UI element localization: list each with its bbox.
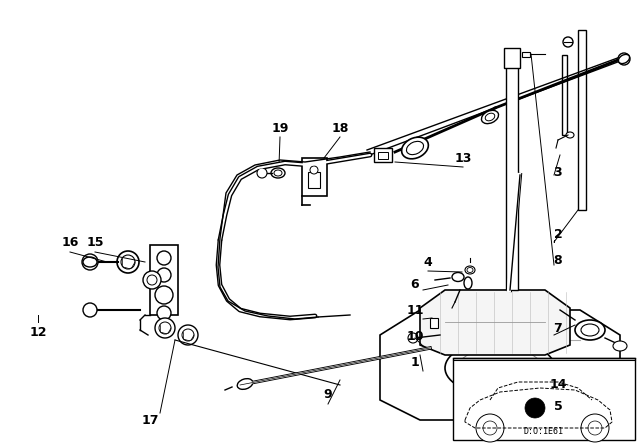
Ellipse shape xyxy=(178,325,198,345)
Circle shape xyxy=(618,53,630,65)
Polygon shape xyxy=(420,290,570,355)
Ellipse shape xyxy=(274,170,282,176)
Text: 7: 7 xyxy=(554,322,563,335)
Circle shape xyxy=(82,254,98,270)
Text: 2: 2 xyxy=(554,228,563,241)
Text: 11: 11 xyxy=(406,303,424,316)
Text: 18: 18 xyxy=(332,121,349,134)
Bar xyxy=(150,245,178,315)
Circle shape xyxy=(408,333,418,343)
Circle shape xyxy=(606,376,614,384)
Ellipse shape xyxy=(467,267,473,272)
Bar xyxy=(308,172,320,188)
Text: 5: 5 xyxy=(554,401,563,414)
Bar xyxy=(378,152,388,159)
Text: 17: 17 xyxy=(141,414,159,426)
Ellipse shape xyxy=(155,318,175,338)
Bar xyxy=(430,318,438,328)
Circle shape xyxy=(157,251,171,265)
Text: 16: 16 xyxy=(61,237,79,250)
Ellipse shape xyxy=(121,255,135,269)
Ellipse shape xyxy=(147,275,157,285)
Ellipse shape xyxy=(237,379,253,389)
Circle shape xyxy=(310,166,318,174)
Ellipse shape xyxy=(465,266,475,274)
Bar xyxy=(562,55,567,135)
Polygon shape xyxy=(380,310,620,420)
Text: 8: 8 xyxy=(554,254,563,267)
Ellipse shape xyxy=(618,54,630,64)
Circle shape xyxy=(83,303,97,317)
Text: 15: 15 xyxy=(86,237,104,250)
Circle shape xyxy=(483,421,497,435)
Text: 3: 3 xyxy=(554,165,563,178)
Ellipse shape xyxy=(458,348,543,388)
Bar xyxy=(522,52,530,57)
Ellipse shape xyxy=(575,320,605,340)
Circle shape xyxy=(603,373,617,387)
Text: 9: 9 xyxy=(324,388,332,401)
Ellipse shape xyxy=(402,137,428,159)
Text: 10: 10 xyxy=(406,331,424,344)
Bar xyxy=(504,48,520,68)
Text: 12: 12 xyxy=(29,326,47,339)
Ellipse shape xyxy=(117,251,139,273)
Bar xyxy=(302,158,327,196)
Ellipse shape xyxy=(481,110,499,124)
Circle shape xyxy=(157,268,171,282)
Circle shape xyxy=(157,306,171,320)
Ellipse shape xyxy=(445,340,555,396)
Ellipse shape xyxy=(83,257,97,267)
Ellipse shape xyxy=(566,132,574,138)
Ellipse shape xyxy=(182,329,194,341)
Ellipse shape xyxy=(581,324,599,336)
Ellipse shape xyxy=(159,322,171,334)
Ellipse shape xyxy=(452,272,464,281)
Text: 6: 6 xyxy=(411,279,419,292)
Circle shape xyxy=(476,414,504,442)
Text: D:O:1E61: D:O:1E61 xyxy=(524,427,564,436)
Text: 19: 19 xyxy=(271,121,289,134)
Circle shape xyxy=(525,398,545,418)
Ellipse shape xyxy=(271,168,285,178)
Circle shape xyxy=(155,286,173,304)
Text: 13: 13 xyxy=(454,151,472,164)
Bar xyxy=(374,148,392,162)
Circle shape xyxy=(588,421,602,435)
Circle shape xyxy=(563,37,573,47)
Ellipse shape xyxy=(464,277,472,289)
Text: 14: 14 xyxy=(549,379,567,392)
Circle shape xyxy=(581,414,609,442)
Text: 4: 4 xyxy=(424,255,433,268)
Bar xyxy=(506,50,518,290)
Bar xyxy=(453,358,635,440)
Ellipse shape xyxy=(613,341,627,351)
Ellipse shape xyxy=(143,271,161,289)
Ellipse shape xyxy=(406,142,424,155)
Ellipse shape xyxy=(485,113,495,121)
Bar xyxy=(578,30,586,210)
Circle shape xyxy=(257,168,267,178)
Text: 1: 1 xyxy=(411,356,419,369)
